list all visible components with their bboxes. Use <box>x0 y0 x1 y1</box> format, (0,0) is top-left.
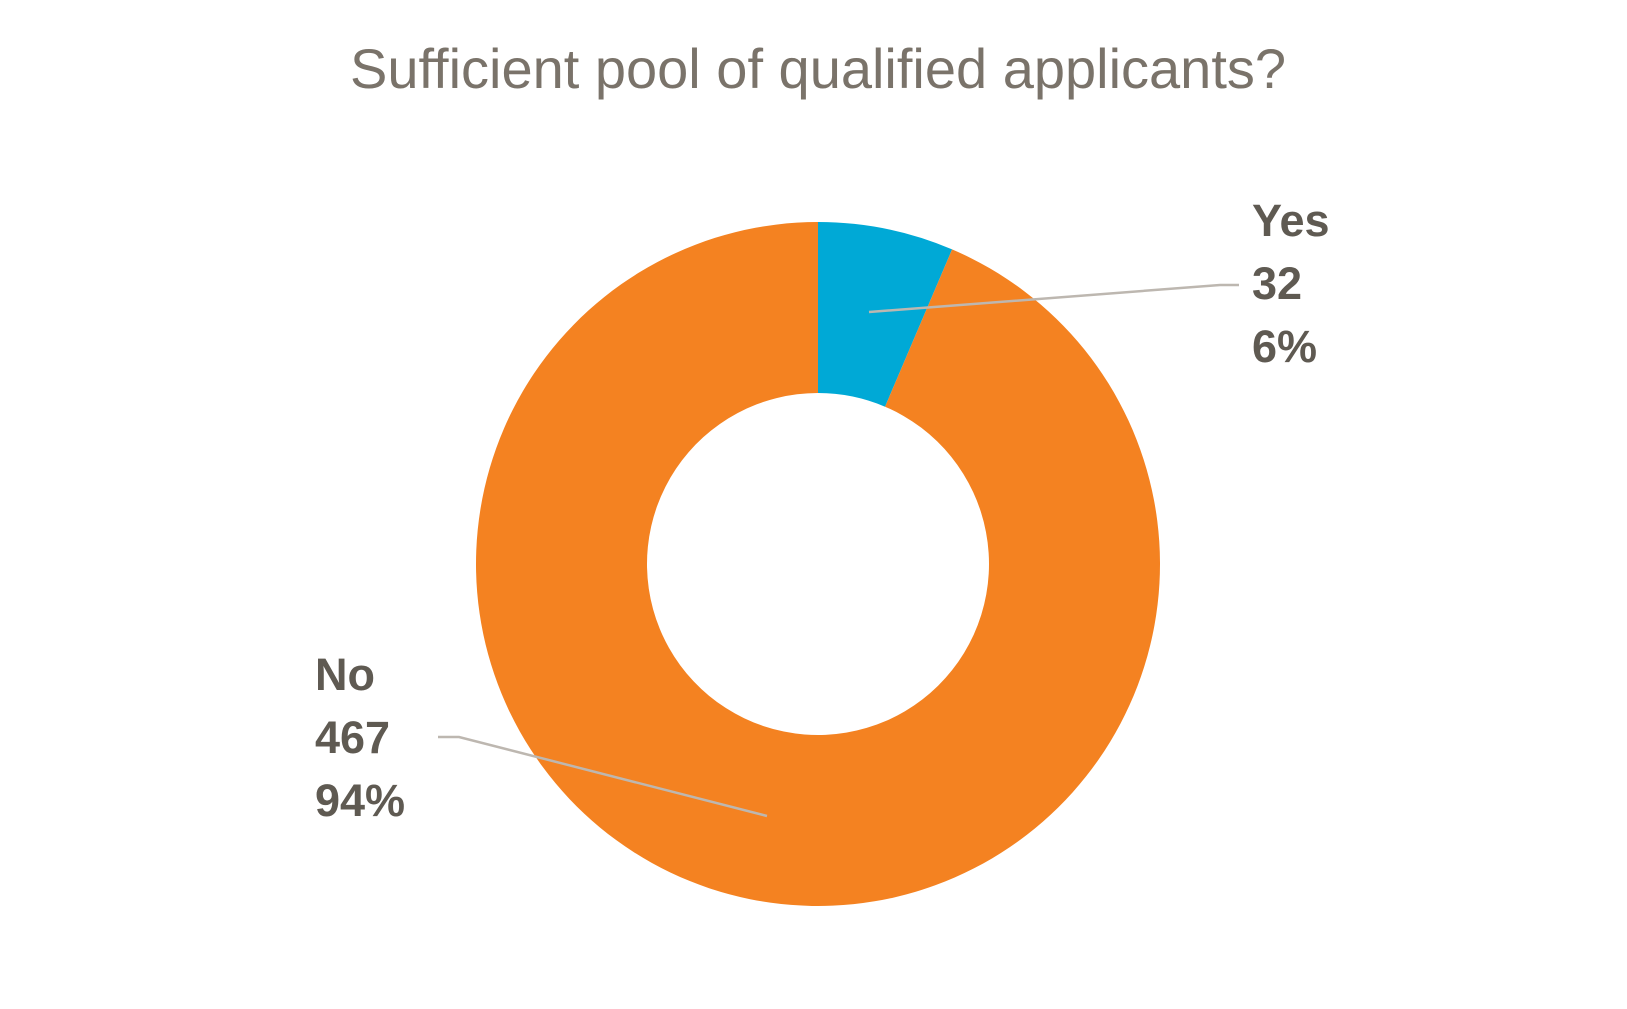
data-label-value: 467 <box>315 712 390 763</box>
data-label-percent: 94% <box>315 775 405 826</box>
leader-line <box>868 283 1239 314</box>
donut-slice <box>818 222 953 407</box>
data-label-percent: 6% <box>1252 321 1317 372</box>
leader-line <box>438 735 768 818</box>
donut-slice <box>476 222 1161 906</box>
data-label-value: 32 <box>1252 258 1302 309</box>
data-label-category: Yes <box>1252 195 1330 246</box>
chart-title: Sufficient pool of qualified applicants? <box>350 37 1286 100</box>
data-label-category: No <box>315 649 375 700</box>
